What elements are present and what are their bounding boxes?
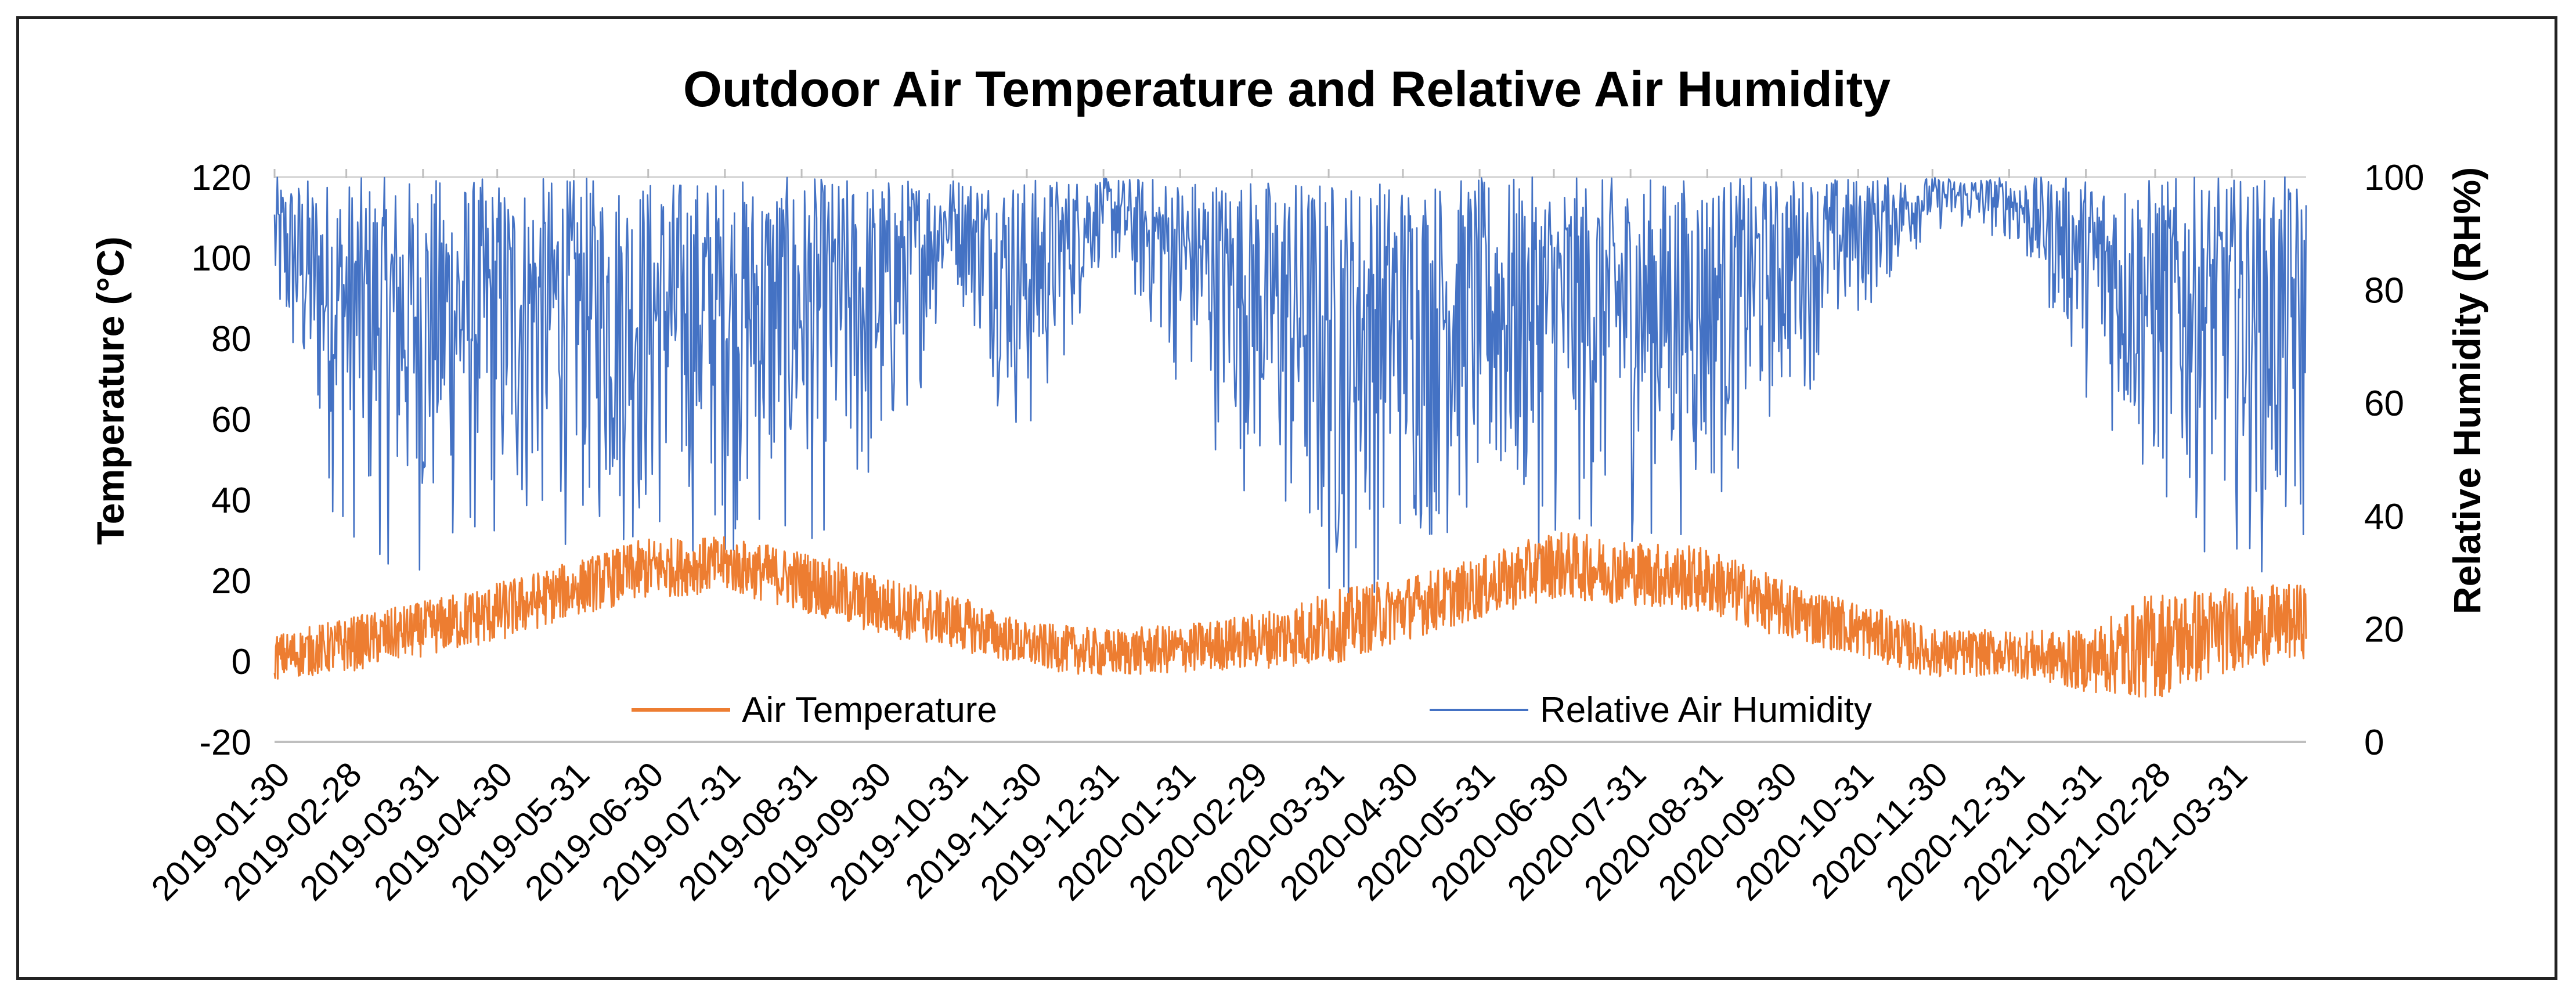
y-tick-label: 80 [211,319,251,359]
plot-area [275,176,2306,743]
y2-axis-label: Relative Humidity (RH%) [2445,167,2488,614]
y2-tick-label: 0 [2364,723,2384,763]
y-tick-label: 60 [211,400,251,440]
y-axis-label: Temperature (°C) [89,236,132,544]
chart-svg: Outdoor Air Temperature and Relative Air… [89,62,2488,908]
y-tick-label: 120 [192,158,251,198]
series-relative-humidity [273,176,2307,607]
chart-frame: Outdoor Air Temperature and Relative Air… [16,16,2557,980]
series-line-relative-humidity [273,176,2307,607]
legend-label-air-temperature: Air Temperature [742,690,997,730]
y2-tick-label: 80 [2364,271,2404,311]
y2-axis-ticks: 100 80 60 40 20 0 [2364,158,2424,763]
legend: Air Temperature Relative Air Humidity [632,690,1872,730]
y2-tick-label: 100 [2364,158,2424,198]
y-tick-label: 40 [211,481,251,521]
x-axis-ticks: 2019-01-302019-02-282019-03-312019-04-30… [144,169,2254,908]
y2-tick-label: 40 [2364,497,2404,537]
y2-tick-label: 20 [2364,610,2404,650]
y-tick-label: 100 [192,239,251,279]
y-tick-label: 0 [232,642,251,682]
y-axis-ticks: 120 100 80 60 40 20 0 -20 [192,158,251,763]
y-tick-label: -20 [199,723,251,763]
y-tick-label: 20 [211,561,251,601]
chart-title: Outdoor Air Temperature and Relative Air… [683,62,1890,117]
legend-label-relative-humidity: Relative Air Humidity [1540,690,1872,730]
y2-tick-label: 60 [2364,384,2404,424]
series-line-air-temperature [273,532,2307,698]
series-air-temperature [273,532,2307,698]
